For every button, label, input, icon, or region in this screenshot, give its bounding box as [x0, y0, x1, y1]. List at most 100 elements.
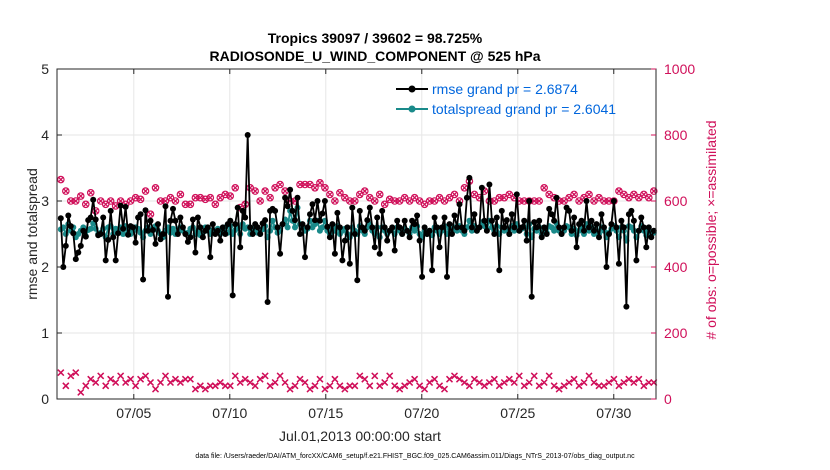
obs-possible-cross: [97, 197, 104, 205]
rmse-point: [633, 257, 640, 264]
obs-possible-cross: [645, 194, 652, 201]
rmse-point: [618, 217, 625, 224]
obs-assimilated-cross: [157, 379, 164, 386]
obs-possible-cross: [112, 202, 119, 210]
obs-assimilated-cross: [286, 386, 294, 393]
obs-possible-marker: [71, 197, 80, 205]
rmse-point: [461, 227, 468, 234]
legend-rmse-marker: [408, 85, 416, 93]
rmse-point: [538, 234, 545, 241]
obs-assimilated-cross: [291, 382, 299, 389]
obs-assimilated-cross: [451, 372, 458, 379]
rmse-point: [192, 249, 199, 256]
rmse-point: [170, 205, 176, 212]
obs-assimilated-cross: [521, 382, 528, 389]
obs-assimilated-cross: [311, 382, 319, 389]
obs-assimilated-cross: [242, 376, 249, 383]
obs-possible-cross: [491, 197, 498, 205]
rmse-point: [284, 203, 291, 210]
rmse-point: [117, 202, 124, 209]
y-tick-label-right: 200: [664, 325, 688, 341]
obs-assimilated-cross: [192, 386, 199, 393]
obs-possible-cross: [107, 197, 114, 205]
obs-possible-cross: [147, 211, 154, 218]
obs-possible-cross: [187, 201, 194, 208]
obs-possible-marker: [535, 197, 543, 205]
rmse-point: [508, 211, 515, 218]
rmse-point: [244, 132, 251, 138]
obs-possible-marker: [370, 197, 379, 205]
obs-assimilated-cross: [625, 376, 632, 383]
axis-ticks: 07/05 07/10 07/15 07/20 07/25 07/30 0 1 2 3 4 5 0 200…: [41, 61, 695, 421]
rmse-point: [643, 244, 650, 251]
obs-assimilated-cross: [506, 376, 513, 383]
obs-possible-cross: [227, 192, 234, 200]
obs-possible-marker: [649, 187, 658, 195]
rmse-point: [376, 250, 383, 257]
rmse-point: [70, 230, 77, 237]
rmse-point: [349, 204, 356, 211]
obs-assimilated-cross: [112, 379, 119, 386]
obs-possible-cross: [361, 188, 368, 195]
rmse-point: [630, 217, 637, 224]
y-axis-label-left: rmse and totalspread: [24, 168, 40, 300]
obs-possible-cross: [217, 194, 224, 201]
obs-assimilated-cross: [491, 376, 498, 383]
rmse-point: [523, 237, 530, 244]
obs-possible-marker: [176, 190, 185, 199]
rmse-point: [478, 184, 485, 191]
obs-assimilated-cross: [331, 376, 338, 383]
obs-possible-cross: [421, 201, 428, 208]
obs-possible-marker: [186, 200, 195, 209]
obs-possible-marker: [321, 184, 329, 192]
rmse-point: [511, 224, 518, 231]
y-tick-label-left: 4: [41, 127, 49, 143]
obs-possible-marker: [336, 188, 344, 197]
obs-assimilated-cross: [391, 382, 398, 389]
obs-possible-cross: [132, 194, 139, 201]
rmse-point: [650, 227, 657, 234]
obs-assimilated-cross: [127, 376, 134, 383]
rmse-point: [426, 227, 433, 234]
rmse-point: [401, 217, 408, 224]
x-tick-label: 07/30: [596, 405, 631, 421]
rmse-point: [75, 249, 82, 256]
obs-possible-cross: [386, 196, 393, 203]
obs-possible-cross: [620, 191, 627, 198]
obs-assimilated-cross: [262, 372, 269, 379]
rmse-point: [189, 216, 196, 223]
obs-assimilated-cross: [575, 382, 583, 389]
obs-possible-cross: [640, 191, 647, 198]
rmse-point: [528, 293, 535, 300]
obs-possible-marker: [86, 188, 95, 197]
plot-frame: [56, 68, 657, 400]
rmse-point: [431, 214, 438, 221]
rmse-point: [391, 247, 398, 254]
obs-possible-cross: [177, 191, 184, 198]
rmse-point: [556, 224, 563, 231]
obs-possible-marker: [256, 197, 264, 205]
obs-possible-cross: [496, 194, 503, 201]
rmse-point: [229, 292, 236, 299]
rmse-point: [294, 194, 301, 201]
obs-assimilated-cross: [316, 376, 324, 383]
obs-possible-cross: [331, 197, 338, 205]
obs-assimilated-cross: [97, 372, 104, 379]
obs-possible-cross: [561, 197, 568, 205]
y-axis-label-right: # of obs: o=possible; ×=assimilated: [703, 120, 719, 339]
rmse-point: [234, 204, 241, 211]
rmse-point: [645, 224, 652, 231]
obs-count-markers: [57, 175, 658, 396]
obs-assimilated-cross: [252, 382, 259, 389]
rmse-point: [541, 224, 548, 231]
rmse-point: [593, 221, 600, 228]
obs-possible-marker: [585, 190, 593, 199]
obs-possible-cross: [416, 197, 423, 205]
obs-assimilated-cross: [336, 382, 343, 389]
rmse-point: [174, 231, 181, 237]
obs-assimilated-cross: [92, 379, 99, 386]
obs-possible-marker: [331, 197, 339, 205]
legend-spread-label: totalspread grand pr = 2.6041: [432, 101, 616, 117]
obs-assimilated-cross: [72, 369, 79, 376]
obs-assimilated-cross: [202, 386, 209, 393]
